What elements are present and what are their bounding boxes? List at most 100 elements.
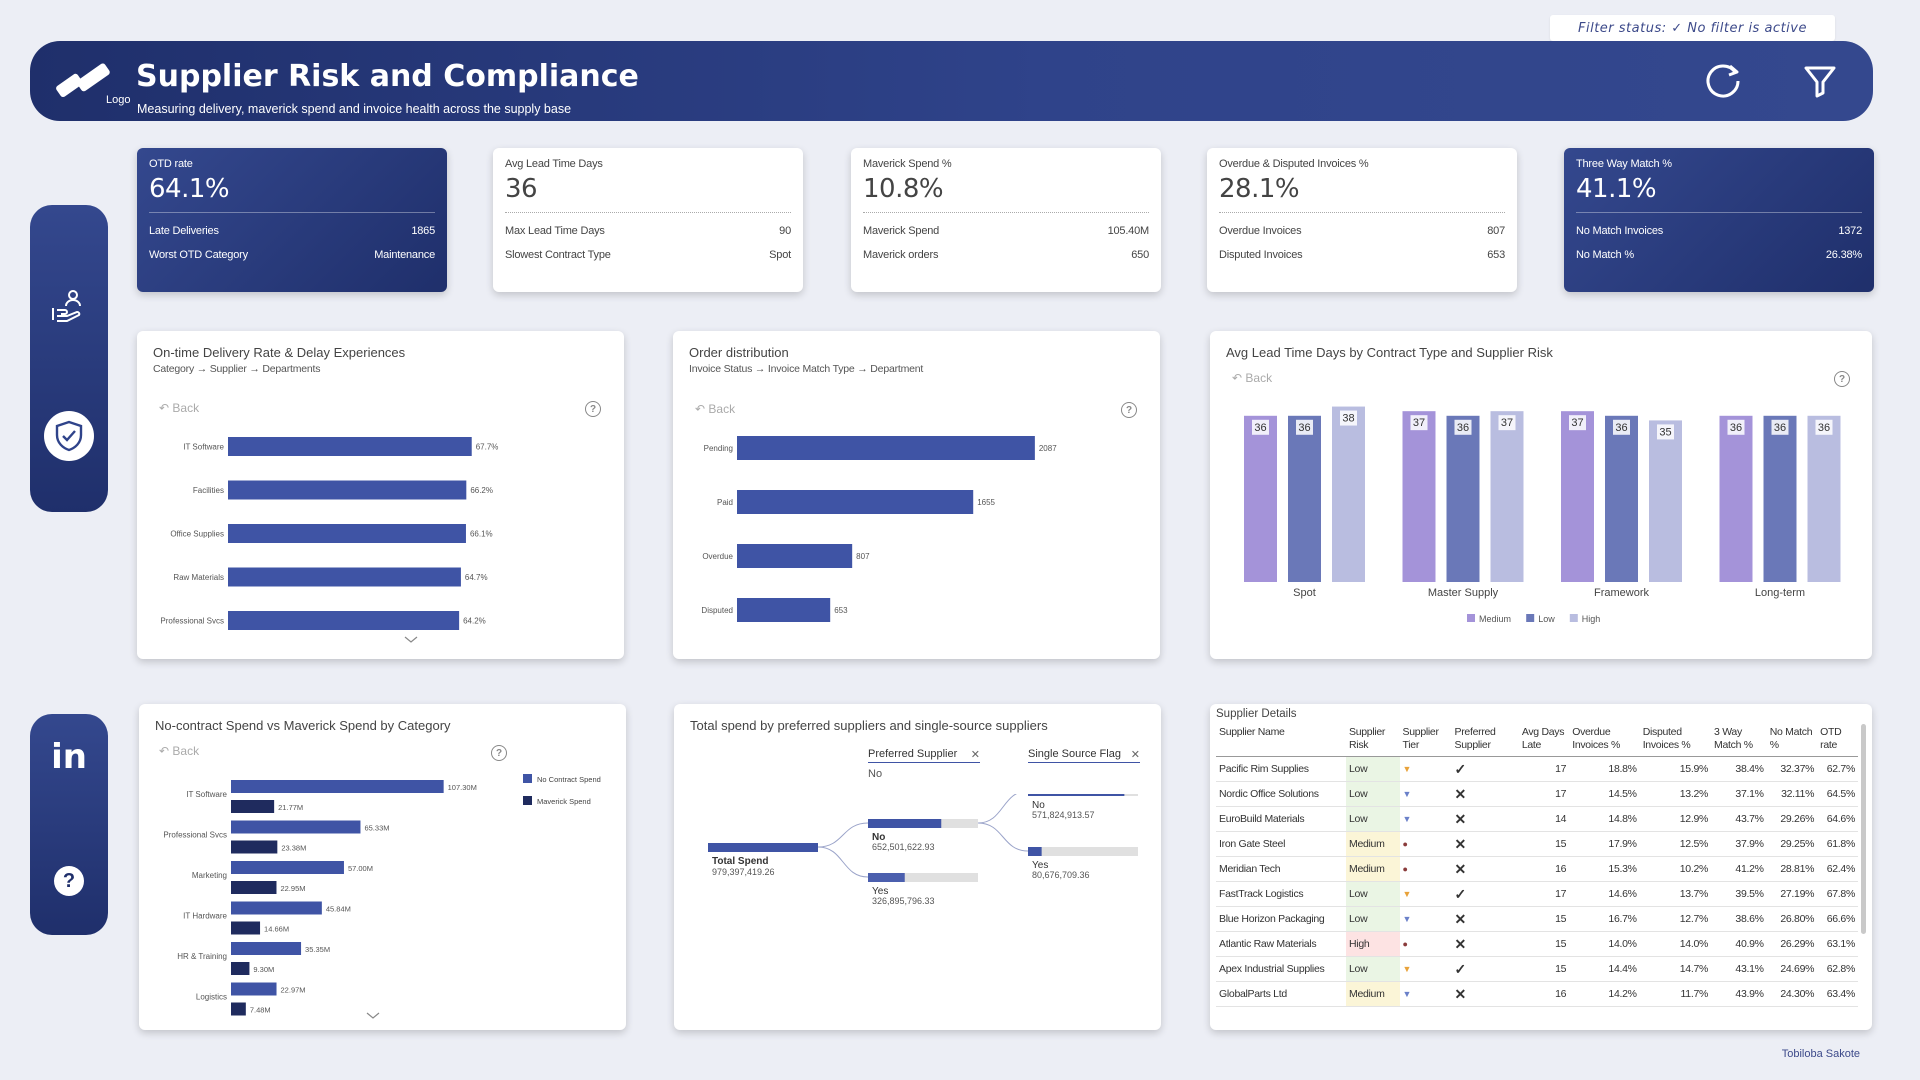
tree-level-2-header[interactable]: Single Source Flag ✕ — [1028, 748, 1140, 763]
tree-node-value: 571,824,913.57 — [1032, 810, 1095, 820]
data-label: 36 — [1818, 422, 1830, 434]
tier-silver-icon: ▼ — [1399, 781, 1452, 807]
close-icon[interactable]: ✕ — [970, 749, 980, 761]
disputed-invoices-pct: 15.9% — [1639, 756, 1712, 782]
kpi-maverick-spend[interactable]: Maverick Spend % 10.8% Maverick Spend 105… — [851, 148, 1161, 292]
check-icon: ✓ — [1451, 756, 1519, 782]
tier-bronze-icon: ● — [1399, 831, 1452, 857]
kpi-row-value: Spot — [769, 249, 791, 261]
bar — [228, 437, 472, 456]
kpi-title: Maverick Spend % — [863, 158, 952, 170]
table-row[interactable]: Blue Horizon Packaging Low ▼ ✕ 15 16.7% 12.7% 3… — [1216, 906, 1858, 932]
no-match-pct: 27.19% — [1766, 881, 1818, 907]
table-row[interactable]: Atlantic Raw Materials High ● ✕ 15 14.0% 14.0%… — [1216, 931, 1858, 957]
disputed-invoices-pct: 14.0% — [1639, 931, 1712, 957]
linkedin-icon[interactable]: in — [51, 737, 87, 777]
data-label: 807 — [856, 552, 870, 561]
column-header[interactable]: 3 Way Match % — [1711, 722, 1767, 757]
kpi-row-label: Slowest Contract Type — [505, 249, 611, 261]
table-row[interactable]: Apex Industrial Supplies Low ▼ ✓ 15 14.4% 14.7… — [1216, 956, 1858, 982]
refresh-icon[interactable] — [1700, 58, 1746, 104]
column-header[interactable]: Avg Days Late — [1518, 722, 1570, 757]
kpi-row-value: 650 — [1131, 249, 1149, 261]
kpi-avg-lead-time[interactable]: Avg Lead Time Days 36 Max Lead Time Days… — [493, 148, 803, 292]
bar — [1649, 420, 1682, 582]
table-row[interactable]: Meridian Tech Medium ● ✕ 16 15.3% 10.2% 41.2% 28… — [1216, 856, 1858, 882]
tree-node-label: Yes — [1032, 860, 1048, 871]
hand-person-icon[interactable] — [44, 281, 94, 331]
column-header[interactable]: Supplier Risk — [1346, 722, 1400, 757]
shield-check-icon[interactable] — [44, 411, 94, 461]
column-header[interactable]: OTD rate — [1817, 722, 1858, 757]
data-label: 64.7% — [465, 573, 488, 582]
column-header[interactable]: Supplier Tier — [1399, 722, 1452, 757]
back-button[interactable]: ↶ Back — [159, 744, 200, 758]
otd-rate: 62.8% — [1817, 956, 1858, 982]
table-row[interactable]: Nordic Office Solutions Low ▼ ✕ 17 14.5% 13.2%… — [1216, 781, 1858, 807]
data-label: 37 — [1413, 417, 1425, 429]
bar — [1605, 415, 1638, 582]
tree-level-1-header[interactable]: Preferred Supplier ✕ — [868, 748, 980, 763]
kpi-overdue-disputed[interactable]: Overdue & Disputed Invoices % 28.1% Over… — [1207, 148, 1517, 292]
help-icon[interactable]: ? — [585, 401, 601, 417]
three-way-match-pct: 37.9% — [1711, 831, 1767, 857]
supplier-name: GlobalParts Ltd — [1216, 981, 1346, 1007]
bar — [1402, 411, 1436, 582]
close-icon[interactable]: ✕ — [1130, 749, 1140, 761]
cross-icon: ✕ — [1451, 831, 1519, 857]
data-label-bg — [1454, 419, 1472, 435]
back-button[interactable]: ↶ Back — [159, 401, 200, 415]
no-match-pct: 32.37% — [1766, 756, 1818, 782]
back-button[interactable]: ↶ Back — [1232, 371, 1273, 385]
logo-label: Logo — [106, 94, 131, 106]
bar — [737, 436, 1035, 460]
tree-node-bar — [868, 819, 942, 828]
bar — [1561, 411, 1594, 582]
help-icon-glyph: ? — [54, 866, 84, 896]
three-way-match-pct: 43.9% — [1711, 981, 1767, 1007]
filter-icon[interactable] — [1797, 58, 1843, 104]
check-icon: ✓ — [1451, 881, 1519, 907]
column-header[interactable]: No Match % — [1766, 722, 1818, 757]
decomposition-tree: Total Spend979,397,419.26No652,501,622.9… — [708, 794, 1138, 906]
column-header[interactable]: Supplier Name — [1216, 722, 1346, 757]
table-row[interactable]: EuroBuild Materials Low ▼ ✕ 14 14.8% 12.9% 43.7… — [1216, 806, 1858, 832]
data-label-bg — [1613, 419, 1630, 435]
table-row[interactable]: GlobalParts Ltd Medium ▼ ✕ 16 14.2% 11.7% 43.9%… — [1216, 981, 1858, 1007]
otd-rate: 63.4% — [1817, 981, 1858, 1007]
column-header[interactable]: Disputed Invoices % — [1639, 722, 1712, 757]
column-header[interactable]: Preferred Supplier — [1451, 722, 1519, 757]
bar — [1763, 415, 1797, 582]
data-label: 36 — [1254, 422, 1266, 434]
bar — [231, 942, 302, 955]
help-icon[interactable]: ? — [1121, 402, 1137, 418]
table-title: Supplier Details — [1216, 708, 1297, 720]
avg-days-late: 17 — [1518, 781, 1570, 807]
table-row[interactable]: Pacific Rim Supplies Low ▼ ✓ 17 18.8% 15.9% 38.… — [1216, 756, 1858, 782]
help-icon[interactable]: ? — [44, 856, 94, 906]
column-header[interactable]: Overdue Invoices % — [1569, 722, 1640, 757]
three-way-match-pct: 38.4% — [1711, 756, 1767, 782]
table-scrollbar[interactable] — [1861, 724, 1866, 934]
data-label: 14.66M — [264, 925, 289, 934]
bar — [1244, 415, 1277, 582]
otd-rate: 62.7% — [1817, 756, 1858, 782]
otd-rate: 62.4% — [1817, 856, 1858, 882]
data-label: 65.33M — [364, 824, 389, 833]
avg-days-late: 15 — [1518, 931, 1570, 957]
supplier-name: Iron Gate Steel — [1216, 831, 1346, 857]
kpi-three-way-match[interactable]: Three Way Match % 41.1% No Match Invoice… — [1564, 148, 1874, 292]
back-button[interactable]: ↶ Back — [695, 402, 736, 416]
three-way-match-pct: 43.1% — [1711, 956, 1767, 982]
tree-node-label: No — [1032, 800, 1045, 811]
data-label: 38 — [1342, 413, 1354, 425]
help-icon[interactable]: ? — [491, 745, 507, 761]
spend-bar-chart: IT Software 107.30M 21.77M Professional Svc… — [163, 774, 601, 1019]
kpi-otd-rate[interactable]: OTD rate 64.1% Late Deliveries 1865 Worst… — [137, 148, 447, 292]
table-row[interactable]: FastTrack Logistics Low ▼ ✓ 17 14.6% 13.7% 39.5… — [1216, 881, 1858, 907]
no-match-pct: 29.25% — [1766, 831, 1818, 857]
help-icon[interactable]: ? — [1834, 371, 1850, 387]
table-row[interactable]: Iron Gate Steel Medium ● ✕ 15 17.9% 12.5% 37.9%… — [1216, 831, 1858, 857]
data-label: 35 — [1659, 426, 1671, 438]
bar — [231, 881, 277, 894]
